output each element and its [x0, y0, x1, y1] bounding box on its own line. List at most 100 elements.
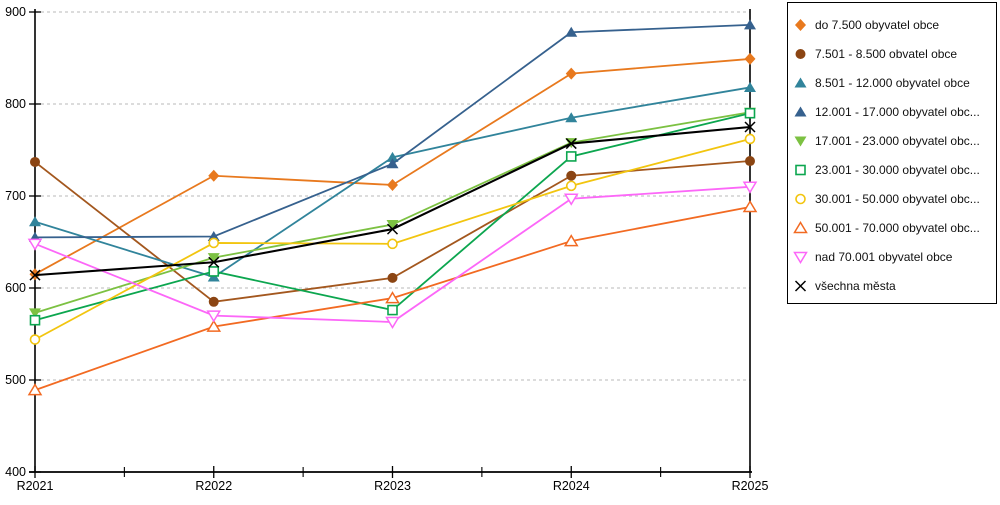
legend-item-label: všechna města [815, 278, 896, 293]
series-9-marker-3 [565, 138, 577, 150]
series-2-marker-4 [744, 81, 756, 92]
legend-glyph [795, 48, 806, 59]
legend-item-1: 7.501 - 8.500 obvatel obce [792, 39, 996, 68]
series-1-marker-2 [387, 272, 398, 283]
series-8-marker-2 [385, 316, 400, 329]
series-2-marker-3 [565, 112, 578, 123]
legend-item-6: 30.001 - 50.000 obyvatel obc... [792, 184, 996, 213]
legend: do 7.500 obyvatel obce 7.501 - 8.500 obva… [787, 2, 997, 304]
legend-item-label: 7.501 - 8.500 obvatel obce [815, 46, 958, 61]
series-5-marker-0 [29, 314, 41, 326]
svg-text:R2022: R2022 [195, 479, 232, 493]
series-8-marker-1 [206, 310, 222, 323]
series-4-marker-0 [29, 308, 41, 319]
series-3-marker-2 [386, 158, 399, 169]
series-0-marker-1 [208, 169, 220, 182]
legend-glyph [794, 136, 807, 146]
x-mark-icon [792, 279, 809, 293]
series-8-marker-4 [742, 181, 758, 194]
series-7-marker-0 [27, 383, 43, 396]
legend-item-0: do 7.500 obyvatel obce [792, 10, 996, 39]
svg-text:400: 400 [5, 465, 26, 479]
legend-item-label: 50.001 - 70.000 obyvatel obc... [815, 220, 980, 235]
legend-item-3: 12.001 - 17.000 obyvatel obc... [792, 97, 996, 126]
circle-open-icon [792, 192, 809, 206]
series-line-9 [34, 125, 751, 277]
series-6-marker-2 [387, 238, 398, 250]
x-tick-labels: R2021 R2022 R2023 R2024 R2025 [17, 479, 769, 493]
legend-glyph [795, 164, 806, 175]
legend-item-label: 17.001 - 23.000 obyvatel obc... [815, 133, 980, 148]
series-8-marker-0 [27, 238, 43, 251]
svg-text:600: 600 [5, 281, 26, 295]
legend-item-label: 23.001 - 30.000 obyvatel obc... [815, 162, 980, 177]
series-7-marker-1 [206, 319, 222, 332]
series-2-marker-2 [386, 151, 399, 162]
series-0-marker-2 [387, 178, 398, 191]
series-4-marker-1 [207, 253, 220, 264]
triangle-up-open-icon [792, 220, 809, 235]
legend-glyph [794, 77, 807, 87]
series-5-marker-4 [744, 107, 756, 119]
legend-item-2: 8.501 - 12.000 obyvatel obce [792, 68, 996, 97]
legend-item-label: 12.001 - 17.000 obyvatel obc... [815, 104, 980, 119]
series-5-marker-2 [387, 304, 398, 316]
series-0-marker-4 [744, 52, 756, 65]
svg-text:700: 700 [5, 189, 26, 203]
legend-glyph [793, 251, 808, 264]
legend-item-5: 23.001 - 30.000 obyvatel obc... [792, 155, 996, 184]
y-tick-labels: 400 500 600 700 800 900 [5, 5, 26, 479]
series-6-marker-0 [29, 334, 41, 345]
legend-item-8: nad 70.001 obyvatel obce [792, 242, 996, 271]
legend-item-4: 17.001 - 23.000 obyvatel obc... [792, 126, 996, 155]
svg-text:R2023: R2023 [374, 479, 411, 493]
svg-text:800: 800 [5, 97, 26, 111]
series-6-marker-4 [744, 133, 756, 145]
series-1-marker-0 [30, 156, 40, 167]
series-1-marker-4 [745, 156, 755, 167]
legend-glyph [793, 220, 808, 233]
series-4-marker-2 [386, 220, 399, 231]
series-5-marker-1 [208, 266, 220, 277]
triangle-up-filled-icon [792, 76, 809, 90]
series-6-marker-3 [565, 180, 577, 192]
series-3-marker-4 [744, 19, 756, 30]
legend-item-7: 50.001 - 70.000 obyvatel obc... [792, 213, 996, 242]
legend-item-label: 8.501 - 12.000 obyvatel obce [815, 75, 970, 90]
legend-item-9: všechna města [792, 271, 996, 300]
series-9-marker-2 [386, 223, 399, 235]
legend-item-label: 30.001 - 50.000 obyvatel obc... [815, 191, 980, 206]
gridlines [35, 11, 750, 381]
square-open-icon [792, 163, 809, 177]
series-0-marker-3 [565, 67, 577, 80]
series-8-marker-3 [563, 193, 579, 206]
svg-text:R2021: R2021 [17, 479, 54, 493]
series-5-marker-3 [565, 151, 577, 162]
series-9-marker-1 [208, 256, 220, 268]
legend-glyph [795, 18, 806, 31]
svg-text:900: 900 [5, 5, 26, 19]
triangle-down-filled-icon [792, 134, 809, 148]
svg-text:R2024: R2024 [553, 479, 590, 493]
svg-text:R2025: R2025 [732, 479, 769, 493]
series-3-marker-3 [565, 26, 578, 37]
series-7-marker-2 [385, 291, 400, 304]
series-9-marker-4 [744, 121, 756, 133]
series-7-marker-3 [563, 234, 579, 247]
circle-filled-icon [792, 47, 809, 61]
triangle-up-filled-icon [792, 105, 809, 119]
series-6-marker-1 [208, 237, 220, 249]
legend-glyph [794, 279, 807, 292]
triangle-down-open-icon [792, 250, 809, 264]
series-1-marker-3 [566, 170, 577, 181]
series-3-marker-1 [207, 230, 220, 241]
series-2-marker-0 [29, 216, 41, 227]
series-7-marker-4 [742, 200, 758, 213]
legend-glyph [795, 193, 806, 204]
legend-item-label: do 7.500 obyvatel obce [815, 17, 940, 32]
legend-item-label: nad 70.001 obyvatel obce [815, 249, 953, 264]
series-1-marker-1 [208, 296, 219, 307]
